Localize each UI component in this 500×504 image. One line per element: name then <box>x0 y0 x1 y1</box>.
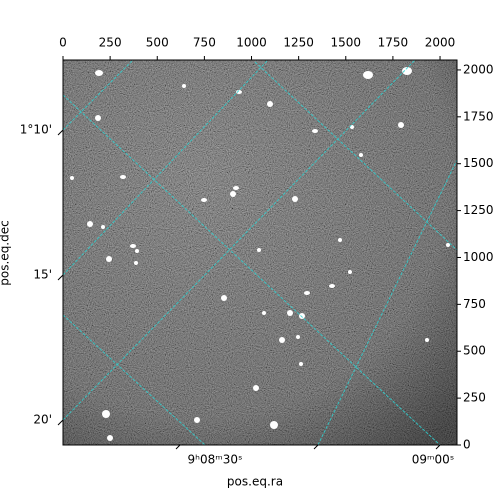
x-tick-label: 500 <box>146 36 169 50</box>
star <box>262 311 266 315</box>
y-tick-label: 1750 <box>463 109 494 123</box>
dec-tick-label: 1°10' <box>20 123 52 137</box>
star <box>398 122 404 128</box>
y-tick-label: 1250 <box>463 203 494 217</box>
star <box>299 362 303 366</box>
star <box>348 270 352 274</box>
star <box>135 249 139 253</box>
dec-grid-line <box>63 60 269 276</box>
coordinate-grid <box>63 60 457 445</box>
x-tick-label: 1500 <box>331 36 362 50</box>
dec-tick-label: 20' <box>33 413 52 427</box>
ra-grid-line <box>63 314 206 445</box>
star <box>70 176 74 180</box>
sky-image <box>63 60 457 445</box>
dec-tick <box>57 274 64 281</box>
star <box>446 243 450 247</box>
ra-tick <box>435 444 441 450</box>
star <box>101 225 105 229</box>
ra-tick <box>313 444 319 450</box>
ra-tick <box>175 444 181 450</box>
y-axis-label: pos.eq.dec <box>0 220 12 285</box>
star <box>230 191 236 197</box>
dec-grid-line <box>317 159 457 445</box>
x-tick-label: 1750 <box>378 36 409 50</box>
star <box>402 67 412 75</box>
star <box>102 410 110 418</box>
star <box>304 291 310 295</box>
ra-tick-label: 09ᵐ00ˢ <box>412 453 455 467</box>
star <box>338 238 342 242</box>
x-tick-label: 750 <box>193 36 216 50</box>
x-tick-label: 2000 <box>425 36 456 50</box>
star <box>95 70 103 76</box>
plot-frame <box>62 59 458 446</box>
star <box>299 313 305 319</box>
x-tick-label: 250 <box>99 36 122 50</box>
star <box>95 115 101 121</box>
star <box>221 295 227 301</box>
star <box>363 71 373 79</box>
dec-tick <box>57 419 64 426</box>
ra-grid-line <box>254 61 457 251</box>
star <box>236 90 242 94</box>
star <box>279 337 285 343</box>
y-tick-label: 0 <box>463 438 471 452</box>
star <box>287 310 293 316</box>
y-tick-label: 1500 <box>463 156 494 170</box>
wcs-ticks <box>57 129 441 450</box>
ra-tick-label: 9ʰ08ᵐ30ˢ <box>188 453 243 467</box>
dec-grid-line <box>63 60 134 131</box>
star <box>182 84 186 88</box>
star <box>233 186 239 190</box>
x-tick-label: 1000 <box>236 36 267 50</box>
star <box>296 335 300 339</box>
stars <box>70 67 450 441</box>
star <box>425 338 429 342</box>
y-tick-label: 750 <box>463 297 486 311</box>
dec-grid-line <box>63 60 416 421</box>
star <box>253 385 259 391</box>
x-tick-label: 1250 <box>283 36 314 50</box>
x-axis-label: pos.eq.ra <box>227 475 283 489</box>
x-tick-label: 0 <box>59 36 67 50</box>
star <box>267 101 273 107</box>
star <box>257 248 261 252</box>
y-tick-label: 500 <box>463 344 486 358</box>
y-tick-label: 2000 <box>463 62 494 76</box>
star <box>312 129 318 133</box>
star <box>120 175 126 179</box>
star <box>329 284 335 288</box>
star <box>130 244 136 248</box>
y-tick-label: 250 <box>463 391 486 405</box>
star <box>134 261 138 265</box>
star <box>107 435 113 441</box>
star <box>201 198 207 202</box>
star <box>87 221 93 227</box>
star <box>359 153 363 157</box>
dec-tick-label: 15' <box>33 268 52 282</box>
ra-grid-line <box>63 94 441 445</box>
star <box>194 417 200 423</box>
star <box>270 421 278 429</box>
dec-tick <box>57 129 64 136</box>
y-tick-label: 1000 <box>463 250 494 264</box>
star <box>106 256 112 262</box>
star <box>292 196 298 202</box>
